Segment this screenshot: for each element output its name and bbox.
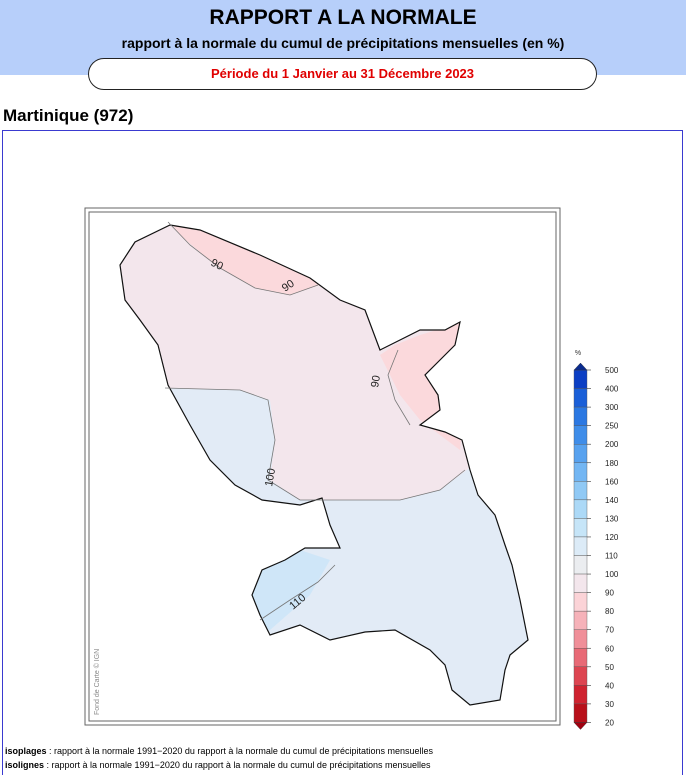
legend-label: 180 — [605, 459, 619, 468]
legend-label: 80 — [605, 607, 614, 616]
legend-unit: % — [575, 350, 581, 357]
legend-swatch — [573, 648, 588, 667]
legend-swatch — [573, 388, 588, 408]
legend-arrow-top — [573, 362, 588, 371]
region-title: Martinique (972) — [3, 106, 134, 125]
legend-label: 120 — [605, 533, 619, 542]
coastline — [119, 224, 529, 706]
isoline — [164, 387, 466, 501]
legend-arrow-bottom — [573, 722, 588, 730]
contour-label: 90 — [280, 278, 297, 295]
legend-label: 100 — [605, 570, 619, 579]
legend-swatch — [573, 610, 588, 630]
legend: 500 400 300 250 200 180 160 140 130 120 110 100 90 80… — [573, 362, 619, 730]
legend-label: 50 — [605, 663, 614, 672]
legend-label: 20 — [605, 718, 614, 727]
map-panel — [2, 130, 683, 775]
legend-label: 200 — [605, 440, 619, 449]
legend-label: 160 — [605, 477, 619, 486]
contour-label: 90 — [369, 374, 383, 388]
legend-swatch — [573, 462, 588, 482]
legend-swatch — [573, 536, 588, 556]
legend-label: 130 — [605, 514, 619, 523]
legend-swatch — [573, 629, 588, 649]
legend-label: 60 — [605, 644, 614, 653]
contour-label: 90 — [209, 257, 225, 273]
note-text: : rapport à la normale 1991−2020 du rapp… — [46, 746, 433, 756]
legend-label: 500 — [605, 366, 619, 375]
isolignes — [164, 221, 466, 621]
legend-label: 300 — [605, 403, 619, 412]
zone-110-120 — [240, 550, 330, 640]
period: Période du 1 Janvier au 31 Décembre 2023 — [88, 58, 597, 90]
legend-swatch — [573, 518, 588, 538]
isoline — [259, 564, 336, 621]
legend-label: 110 — [605, 552, 618, 561]
legend-swatch — [573, 369, 588, 389]
legend-label: 40 — [605, 681, 614, 690]
isoline — [387, 349, 411, 426]
legend-label: 400 — [605, 385, 619, 394]
legend-swatch — [573, 685, 588, 705]
contour-label: 100 — [263, 467, 278, 487]
credit: Fond de Carte © IGN — [93, 649, 101, 715]
legend-swatch — [573, 481, 588, 501]
map-frame — [88, 211, 557, 722]
legend-swatch — [573, 666, 588, 686]
legend-swatch — [573, 425, 588, 445]
header: RAPPORT A LA NORMALE rapport à la normal… — [0, 0, 686, 90]
legend-swatch — [573, 573, 588, 593]
isoline — [167, 221, 319, 296]
note-text: : rapport à la normale 1991−2020 du rapp… — [44, 760, 431, 770]
map-frame — [84, 207, 561, 726]
legend-swatch — [573, 444, 588, 463]
legend-swatch — [573, 406, 588, 426]
legend-label: 30 — [605, 700, 614, 709]
legend-label: 90 — [605, 589, 614, 598]
legend-swatch — [573, 703, 588, 723]
legend-label: 70 — [605, 626, 614, 635]
note: isoplages : rapport à la normale 1991−20… — [5, 746, 433, 756]
note-term: isoplages — [5, 746, 47, 756]
legend-swatch — [573, 592, 588, 612]
note-term: isolignes — [5, 760, 45, 770]
note: isolignes : rapport à la normale 1991−20… — [5, 760, 431, 770]
subtitle: rapport à la normale du cumul de précipi… — [121, 35, 565, 51]
isoplages — [120, 225, 528, 705]
legend-label: 140 — [605, 496, 619, 505]
title: RAPPORT A LA NORMALE — [209, 6, 477, 29]
legend-swatch — [573, 555, 588, 575]
legend-swatch — [573, 499, 588, 519]
legend-label: 250 — [605, 422, 619, 431]
